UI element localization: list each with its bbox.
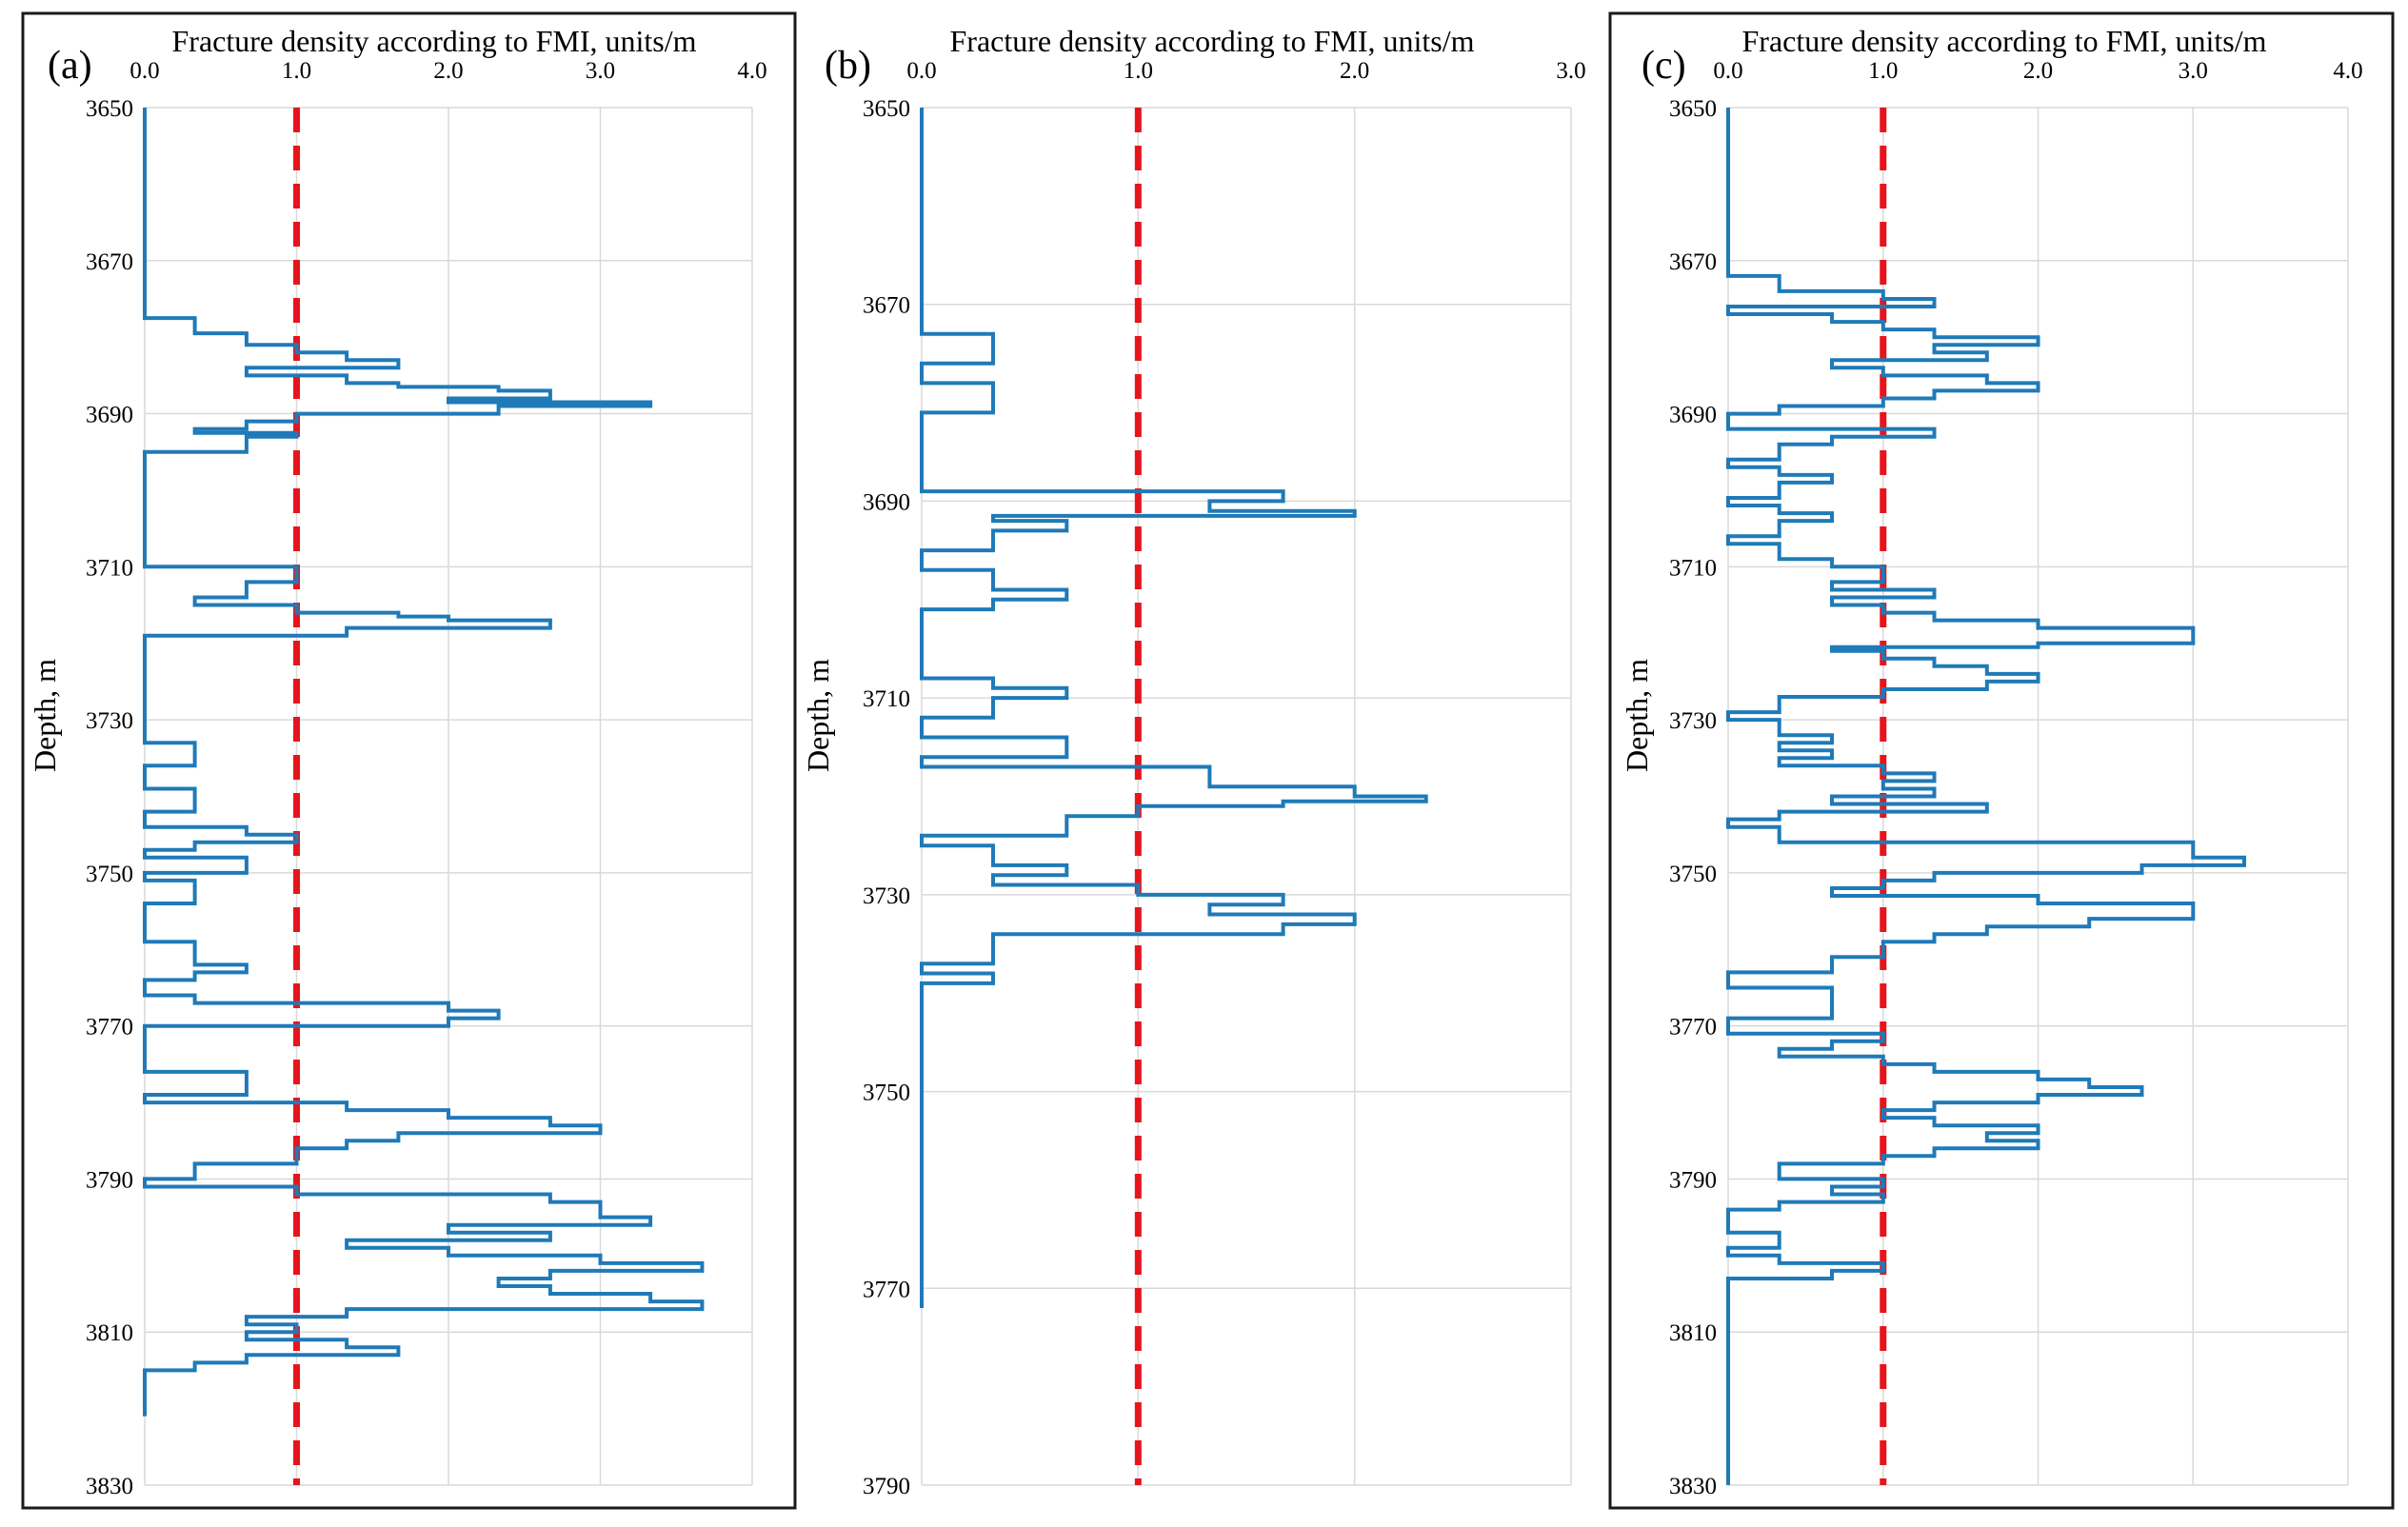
x-tick-label: 2.0: [1340, 58, 1369, 84]
y-tick-label: 3650: [1669, 96, 1717, 122]
panel-a: 0.0 1.0 2.0 3.0 4.0 3650 3670 3690 3710 3730 3750 3…: [28, 24, 767, 1499]
x-axis-title: Fracture density according to FMI, units…: [949, 24, 1474, 58]
y-tick-label: 3810: [86, 1320, 133, 1346]
y-axis-title: Depth, m: [801, 659, 835, 772]
x-tick-label: 3.0: [2179, 58, 2208, 84]
y-tick-label: 3790: [1669, 1167, 1717, 1193]
y-tick-label: 3830: [1669, 1474, 1717, 1499]
y-tick-label: 3750: [86, 862, 133, 887]
fracture-density-series: [920, 108, 1428, 1308]
x-axis-title: Fracture density according to FMI, units…: [1741, 24, 2266, 58]
y-tick-label: 3690: [1669, 403, 1717, 428]
y-tick-label: 3710: [86, 555, 133, 581]
y-tick-label: 3730: [86, 708, 133, 734]
x-tick-label: 0.0: [906, 58, 936, 84]
y-tick-label: 3830: [86, 1474, 133, 1499]
y-tick-label: 3790: [86, 1167, 133, 1193]
x-tick-label: 1.0: [1124, 58, 1153, 84]
x-tick-label: 1.0: [1868, 58, 1898, 84]
y-axis-title: Depth, m: [28, 659, 62, 772]
panel-letter: (a): [48, 44, 92, 88]
x-tick-label: 0.0: [129, 58, 159, 84]
fracture-density-series: [1726, 108, 2246, 1485]
y-tick-label: 3650: [86, 96, 133, 122]
y-tick-label: 3730: [1669, 708, 1717, 734]
x-tick-label: 4.0: [2333, 58, 2362, 84]
x-axis-title: Fracture density according to FMI, units…: [171, 24, 696, 58]
x-tick-label: 2.0: [2023, 58, 2053, 84]
panel-c-frame: [1608, 11, 2395, 1510]
y-tick-label: 3730: [863, 883, 910, 909]
y-tick-label: 3770: [86, 1015, 133, 1041]
x-tick-label: 0.0: [1713, 58, 1742, 84]
y-tick-label: 3650: [863, 96, 910, 122]
y-tick-label: 3770: [863, 1277, 910, 1302]
y-axis-title: Depth, m: [1620, 659, 1654, 772]
fracture-density-series: [143, 108, 705, 1417]
y-tick-label: 3710: [863, 686, 910, 712]
x-tick-label: 3.0: [586, 58, 615, 84]
y-tick-label: 3690: [863, 489, 910, 515]
y-tick-label: 3670: [86, 249, 133, 275]
y-tick-label: 3750: [863, 1081, 910, 1106]
panel-a-frame: [21, 11, 797, 1510]
panel-letter: (c): [1642, 44, 1686, 88]
y-tick-label: 3770: [1669, 1015, 1717, 1041]
y-tick-label: 3670: [1669, 249, 1717, 275]
x-tick-label: 1.0: [282, 58, 311, 84]
y-tick-label: 3670: [863, 293, 910, 319]
x-tick-label: 2.0: [433, 58, 463, 84]
y-tick-label: 3710: [1669, 555, 1717, 581]
y-tick-label: 3750: [1669, 862, 1717, 887]
panel-letter: (b): [825, 44, 871, 88]
y-tick-label: 3810: [1669, 1320, 1717, 1346]
y-tick-label: 3690: [86, 403, 133, 428]
y-tick-label: 3790: [863, 1474, 910, 1499]
panel-b: 0.0 1.0 2.0 3.0 3650 3670 3690 3710 3730 3750 3770…: [801, 24, 1586, 1499]
panel-c: 0.0 1.0 2.0 3.0 4.0 3650 3670 3690 3710 3730 3750 3…: [1620, 24, 2363, 1499]
x-tick-label: 3.0: [1556, 58, 1585, 84]
x-tick-label: 4.0: [737, 58, 766, 84]
